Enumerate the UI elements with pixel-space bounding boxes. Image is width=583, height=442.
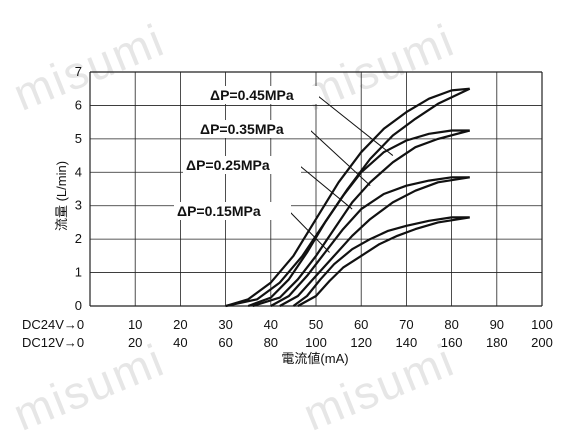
annotation-leader: [317, 95, 394, 156]
x-tick-label: 200: [531, 335, 553, 350]
x-tick-label: 120: [350, 335, 372, 350]
x-tick-label: 60: [218, 335, 232, 350]
annotation-label: ΔP=0.25MPa: [186, 157, 270, 173]
x-tick-label: 90: [490, 317, 504, 332]
x-tick-label: 80: [444, 317, 458, 332]
x-tick-label: 10: [128, 317, 142, 332]
annotation-leader: [309, 129, 371, 187]
annotations: ΔP=0.45MPa ΔP=0.35MPa ΔP=0.25MPa ΔP=0.15MPa: [174, 86, 319, 220]
y-tick-label: 2: [75, 231, 82, 246]
x-tick-labels: DC24V→0 10 20 30 40 50 60 70 80 90 100 DC12V→0 20 40 6…: [22, 317, 553, 350]
series-line-upper: [270, 176, 470, 307]
y-tick-label: 3: [75, 198, 82, 213]
x-axis-label: 電流値(mA): [281, 351, 348, 366]
annotation-leaders: [289, 95, 394, 253]
y-tick-label: 4: [75, 164, 82, 179]
y-tick-label: 1: [75, 265, 82, 280]
y-tick-label: 7: [75, 64, 82, 79]
x-tick-label: 40: [264, 317, 278, 332]
x-tick-label: 20: [173, 317, 187, 332]
series-line-lower: [297, 216, 470, 307]
annotation-background: [197, 120, 311, 138]
annotation-label: ΔP=0.35MPa: [200, 121, 284, 137]
annotation-label: ΔP=0.15MPa: [177, 203, 261, 219]
y-axis-label: 流量 (L/min): [54, 161, 69, 231]
x-tick-label: 70: [399, 317, 413, 332]
x-tick-label: 20: [128, 335, 142, 350]
x-tick-label: 40: [173, 335, 187, 350]
annotation-label: ΔP=0.45MPa: [210, 87, 294, 103]
x-tick-label: 100: [305, 335, 327, 350]
x-tick-label: 80: [264, 335, 278, 350]
x-tick-label: 60: [354, 317, 368, 332]
annotation-background: [183, 156, 301, 174]
x-row-label: DC12V→0: [22, 335, 84, 350]
annotation-background: [207, 86, 319, 104]
y-tick-labels: 0 1 2 3 4 5 6 7: [75, 64, 82, 313]
series-line-upper: [247, 129, 470, 308]
x-tick-label: 180: [486, 335, 508, 350]
x-tick-label: 100: [531, 317, 553, 332]
y-tick-label: 5: [75, 131, 82, 146]
x-tick-label: 50: [309, 317, 323, 332]
annotation-leader: [289, 211, 330, 253]
annotation-background: [174, 202, 291, 220]
series-line-lower: [252, 129, 470, 308]
x-tick-label: 30: [218, 317, 232, 332]
y-tick-label: 6: [75, 97, 82, 112]
y-tick-label: 0: [75, 298, 82, 313]
series-line-lower: [279, 176, 470, 307]
chart-grid: [89, 71, 543, 307]
series-line-upper: [292, 216, 470, 307]
annotation-leader: [299, 165, 353, 210]
x-tick-label: 140: [396, 335, 418, 350]
x-tick-label: 160: [441, 335, 463, 350]
x-row-label: DC24V→0: [22, 317, 84, 332]
series-layer: [225, 87, 471, 308]
